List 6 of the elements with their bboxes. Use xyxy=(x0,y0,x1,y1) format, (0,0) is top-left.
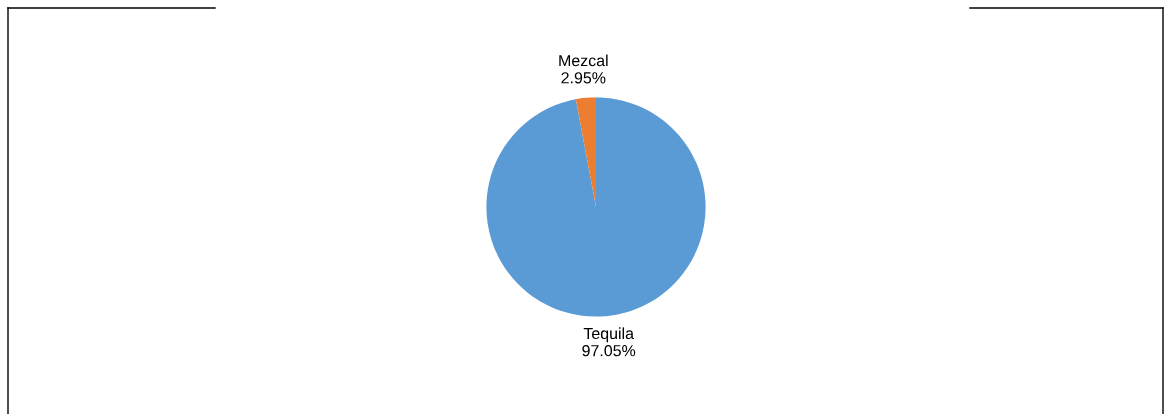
slice-label: Tequila xyxy=(583,327,634,343)
data-label: 2.95% xyxy=(561,72,606,84)
data-label: 97.05% xyxy=(582,344,636,357)
pie-slice xyxy=(575,97,596,207)
slice-label: Mezcal xyxy=(559,54,608,67)
pie-slice xyxy=(486,97,706,317)
